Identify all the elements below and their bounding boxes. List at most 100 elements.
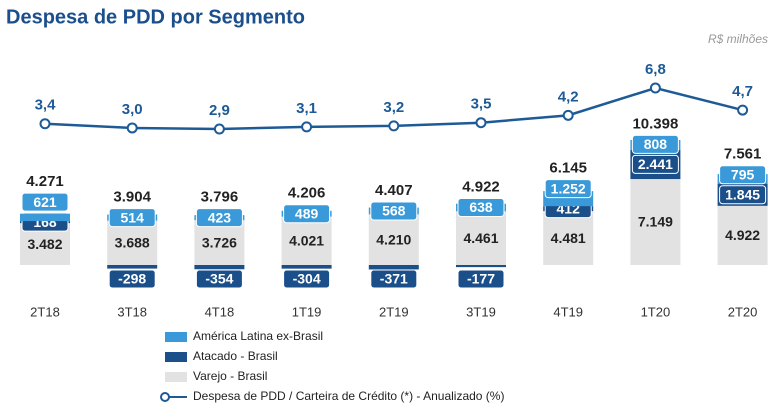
ratio-label: 3,4 xyxy=(35,97,57,114)
x-tick-label: 1T20 xyxy=(641,304,671,319)
bar-segment xyxy=(368,265,419,270)
x-tick-label: 2T20 xyxy=(728,304,758,319)
total-label: 4.407 xyxy=(375,182,413,199)
value-label: 4.922 xyxy=(725,227,760,243)
ratio-point xyxy=(562,109,574,121)
value-label: 514 xyxy=(121,209,145,225)
value-label: 2.441 xyxy=(638,156,673,172)
legend-label: América Latina ex-Brasil xyxy=(193,329,323,343)
label-box xyxy=(719,165,767,185)
bar-segment xyxy=(107,265,158,269)
bar-segment xyxy=(194,220,245,265)
legend-label: Atacado - Brasil xyxy=(193,349,278,363)
x-tick-label: 4T18 xyxy=(205,304,235,319)
total-label: 3.796 xyxy=(201,189,239,206)
value-label: 1.252 xyxy=(551,180,586,196)
ratio-point xyxy=(388,120,400,132)
value-label: 808 xyxy=(644,136,668,152)
bar-segment xyxy=(630,179,681,265)
value-label: -354 xyxy=(205,271,233,287)
total-label: 3.904 xyxy=(113,189,151,206)
unit-label: R$ milhões xyxy=(708,32,768,46)
total-label: 10.398 xyxy=(632,115,678,132)
label-box xyxy=(370,269,418,289)
ratio-point xyxy=(475,117,487,129)
value-label: -298 xyxy=(118,271,146,287)
ratio-point xyxy=(213,123,225,135)
ratio-point xyxy=(301,121,313,133)
value-label: -177 xyxy=(467,271,495,287)
bar-segment xyxy=(368,214,419,265)
label-box xyxy=(283,269,331,289)
label-box xyxy=(195,269,243,289)
value-label: 638 xyxy=(469,199,493,215)
bar-segment xyxy=(107,220,158,265)
label-box xyxy=(21,192,69,212)
x-tick-label: 4T19 xyxy=(553,304,583,319)
ratio-point xyxy=(737,104,749,116)
legend-marker xyxy=(160,392,170,402)
ratio-point xyxy=(649,82,661,94)
ratio-label: 2,9 xyxy=(209,102,230,119)
ratio-point xyxy=(126,122,138,134)
legend-swatch xyxy=(165,352,187,362)
value-label: 3.688 xyxy=(115,235,150,251)
chart-title: Despesa de PDD por Segmento xyxy=(6,6,305,28)
value-label: 3.726 xyxy=(202,234,237,250)
value-label: 7.149 xyxy=(638,214,673,230)
legend-swatch xyxy=(165,332,187,342)
ratio-point xyxy=(39,118,51,130)
label-box xyxy=(108,269,156,289)
total-label: 7.561 xyxy=(724,146,762,163)
value-label: 4.021 xyxy=(289,233,324,249)
value-label: 4.461 xyxy=(463,230,498,246)
label-box xyxy=(544,179,592,199)
bar-segment xyxy=(194,265,245,270)
total-label: 4.271 xyxy=(26,173,64,190)
legend-swatch xyxy=(165,372,187,382)
value-label: -304 xyxy=(293,271,321,287)
value-label: 3.482 xyxy=(27,236,62,252)
x-tick-label: 2T19 xyxy=(379,304,409,319)
label-box xyxy=(719,185,767,205)
label-box xyxy=(370,201,418,221)
ratio-label: 4,2 xyxy=(558,88,579,105)
label-box xyxy=(457,198,505,218)
label-box xyxy=(195,208,243,228)
x-tick-label: 3T19 xyxy=(466,304,496,319)
value-label: 4.210 xyxy=(376,231,411,247)
ratio-label: 4,7 xyxy=(732,83,753,100)
ratio-label: 6,8 xyxy=(645,61,666,78)
value-label: 4.481 xyxy=(551,230,586,246)
value-label: 621 xyxy=(33,194,57,210)
total-label: 6.145 xyxy=(549,160,587,177)
total-label: 4.922 xyxy=(462,179,500,196)
x-tick-label: 2T18 xyxy=(30,304,60,319)
value-label: 423 xyxy=(208,209,232,225)
value-label: 489 xyxy=(295,205,319,221)
label-box xyxy=(108,208,156,228)
bar-segment xyxy=(543,211,594,265)
ratio-label: 3,5 xyxy=(471,96,492,113)
x-tick-label: 1T19 xyxy=(292,304,322,319)
label-box xyxy=(631,134,679,154)
label-box xyxy=(283,204,331,224)
bar-segment xyxy=(20,213,70,222)
value-label: 1.845 xyxy=(725,186,760,202)
value-label: 568 xyxy=(382,203,406,219)
value-label: 795 xyxy=(731,166,755,182)
label-box xyxy=(457,269,505,289)
bar-segment xyxy=(717,205,768,265)
bar-segment xyxy=(456,211,506,265)
ratio-label: 3,1 xyxy=(296,100,317,117)
value-label: -371 xyxy=(380,271,408,287)
bar-segment xyxy=(281,265,332,269)
legend-label: Varejo - Brasil xyxy=(193,369,267,383)
total-label: 4.206 xyxy=(288,185,326,202)
bar-segment xyxy=(456,265,506,268)
x-tick-label: 3T18 xyxy=(117,304,147,319)
bar-segment xyxy=(281,216,332,265)
ratio-label: 3,0 xyxy=(122,101,143,118)
